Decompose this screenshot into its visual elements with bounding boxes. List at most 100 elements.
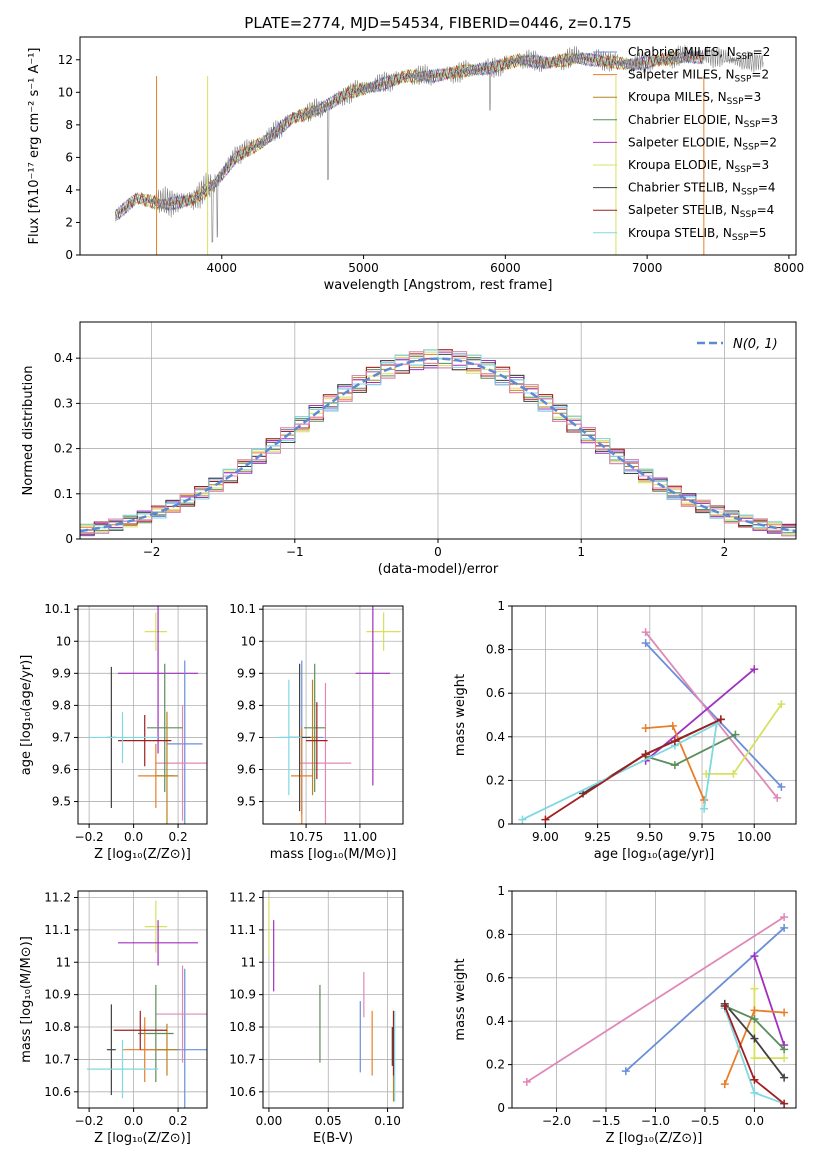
x-tick-label: 9.25 <box>584 830 611 844</box>
x-tick-label: −1.5 <box>591 1114 620 1128</box>
y-tick-label: 9.7 <box>237 730 256 744</box>
y-tick-label: 11 <box>241 955 256 969</box>
residual-histogram <box>80 351 796 539</box>
x-tick-label: 9.50 <box>636 830 663 844</box>
legend-label-sub: SSP <box>741 188 758 198</box>
metallicity-vs-mass-panel: −0.2 0.0 0.2 10.6 10.7 10.8 10.9 11 11.1 11.2 Z [l… <box>19 890 208 1146</box>
x-tick-label: 7000 <box>632 261 663 275</box>
legend-label-sub: SSP <box>735 75 752 85</box>
legend-label-main: Salpeter STELIB, N <box>628 203 740 217</box>
y-tick-label: 6 <box>65 150 73 164</box>
x-tick-label: −2.0 <box>542 1114 571 1128</box>
weight-line <box>706 703 783 775</box>
y-tick-label: 0 <box>65 248 73 262</box>
legend-label-main: Chabrier MILES, N <box>628 45 736 59</box>
y-tick-label: 0.8 <box>486 643 505 657</box>
legend-label-sub: SSP <box>735 165 752 175</box>
legend-label-main: Salpeter MILES, N <box>628 68 735 82</box>
y-tick-label: 0.1 <box>54 487 73 501</box>
y-tick-label: 1 <box>497 599 505 613</box>
legend-label-sub: SSP <box>732 233 749 243</box>
x-axis-label: wavelength [Angstrom, rest frame] <box>324 278 553 293</box>
weight-line <box>526 916 785 1083</box>
legend-label: Chabrier ELODIE, NSSP=3 <box>628 113 778 130</box>
x-tick-label: 2 <box>721 545 729 559</box>
y-tick-label: 10.1 <box>44 602 71 616</box>
legend-label-end: =2 <box>753 45 771 59</box>
plot-area <box>86 606 207 824</box>
y-tick-label: 0 <box>497 1101 505 1115</box>
legend-label: Salpeter STELIB, NSSP=4 <box>628 203 774 220</box>
y-tick-label: 9.9 <box>52 666 71 680</box>
axes-decoration: 4000 5000 6000 7000 8000 0 2 4 6 8 10 12 wavelength … <box>27 36 805 293</box>
plot-area <box>268 897 396 1102</box>
y-tick-label: 0.8 <box>486 927 505 941</box>
axes-frame <box>511 605 797 825</box>
y-tick-label: 10 <box>58 85 73 99</box>
age-mass-weight-panel: 9.00 9.25 9.50 9.75 10.00 0 0.2 0.4 0.6 0.8 1 age [… <box>453 599 797 862</box>
y-axis-label: mass weight <box>453 958 468 1040</box>
y-tick-label: 10.9 <box>229 988 256 1002</box>
y-tick-label: 0 <box>497 817 505 831</box>
y-tick-label: 10.6 <box>229 1085 256 1099</box>
y-tick-label: 0 <box>65 532 73 546</box>
y-tick-label: 4 <box>65 183 73 197</box>
legend-label: Kroupa STELIB, NSSP=5 <box>628 226 766 243</box>
x-tick-label: 0.0 <box>124 1114 143 1128</box>
x-axis-label: (data-model)/error <box>378 562 499 577</box>
y-tick-label: 2 <box>65 215 73 229</box>
plot-area <box>275 606 401 824</box>
x-tick-label: 10.00 <box>737 830 771 844</box>
x-tick-label: 0.2 <box>169 1114 188 1128</box>
weight-line <box>644 642 783 788</box>
y-tick-label: 0.2 <box>54 442 73 456</box>
y-tick-label: 0.2 <box>486 1058 505 1072</box>
y-tick-label: 9.6 <box>52 763 71 777</box>
axes-decoration: −0.2 0.0 0.2 10.6 10.7 10.8 10.9 11 11.1 11.2 Z [l… <box>19 890 208 1146</box>
x-tick-label: −0.5 <box>690 1114 719 1128</box>
x-axis-label: E(B-V) <box>313 1131 353 1146</box>
legend-label-sub: SSP <box>727 97 744 107</box>
y-axis-label: age [log₁₀(age/yr)] <box>19 655 34 776</box>
model-spectrum-line <box>115 49 704 223</box>
legend-label-end: =4 <box>758 181 776 195</box>
weight-line <box>544 718 722 821</box>
figure-title: PLATE=2774, MJD=54534, FIBERID=0446, z=0… <box>244 14 631 32</box>
y-tick-label: 0.3 <box>54 396 73 410</box>
mass-vs-age-panel: 10.75 11.00 9.5 9.6 9.7 9.8 9.9 10 10.1 mass [log… <box>229 602 404 862</box>
y-tick-label: 10.7 <box>44 1052 71 1066</box>
x-tick-label: 11.00 <box>343 830 377 844</box>
x-tick-label: −0.2 <box>75 1114 104 1128</box>
plot-area <box>522 913 789 1108</box>
y-axis-label: mass weight <box>453 674 468 756</box>
x-tick-label: 0.0 <box>745 1114 764 1128</box>
y-tick-label: 11.2 <box>229 890 256 904</box>
residual-histogram <box>80 349 796 539</box>
y-tick-label: 11 <box>56 955 71 969</box>
model-spectrum-line <box>115 50 704 220</box>
plot-area <box>518 628 786 824</box>
legend-label-main: Kroupa MILES, N <box>628 90 727 104</box>
y-tick-label: 10.7 <box>229 1052 256 1066</box>
legend-label-end: =3 <box>744 90 762 104</box>
weight-line <box>753 955 785 1046</box>
legend-label: Chabrier STELIB, NSSP=4 <box>628 181 776 198</box>
axes-frame <box>77 890 208 1109</box>
legend-label-main: Kroupa ELODIE, N <box>628 158 735 172</box>
legend-label: Kroupa MILES, NSSP=3 <box>628 90 761 107</box>
y-tick-label: 10 <box>56 634 71 648</box>
y-axis-label: Flux [fλ10⁻¹⁷ erg cm⁻² s⁻¹ A⁻¹] <box>27 48 42 245</box>
x-tick-label: −1.0 <box>641 1114 670 1128</box>
x-tick-label: −1 <box>286 545 304 559</box>
x-tick-label: 8000 <box>774 261 805 275</box>
metallicity-vs-age-panel: −0.2 0.0 0.2 9.5 9.6 9.7 9.8 9.9 10 10.1 Z [log₁₀(… <box>19 602 208 862</box>
y-tick-label: 0.6 <box>486 686 505 700</box>
x-tick-label: 6000 <box>490 261 521 275</box>
axes-frame <box>262 605 404 825</box>
legend-label-sub: SSP <box>744 120 761 130</box>
axes-frame <box>79 36 797 256</box>
weight-line <box>522 722 718 821</box>
legend-label-main: Chabrier ELODIE, N <box>628 113 744 127</box>
axes-decoration: 10.75 11.00 9.5 9.6 9.7 9.8 9.9 10 10.1 mass [log… <box>229 602 404 862</box>
